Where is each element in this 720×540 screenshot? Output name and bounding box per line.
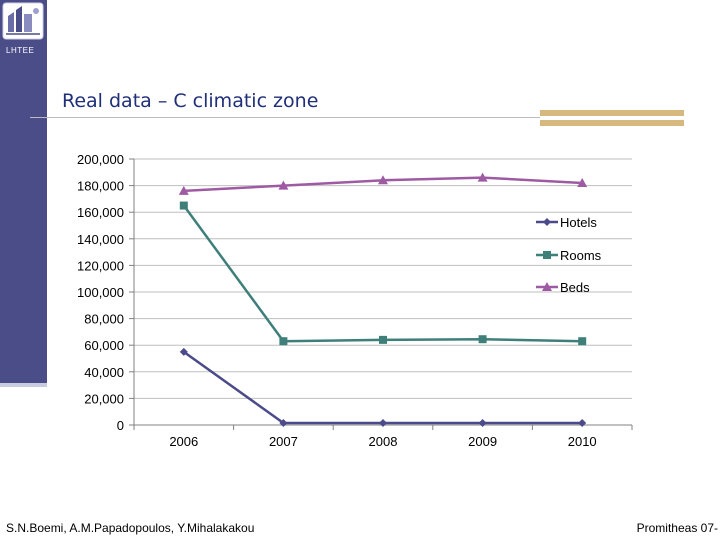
lab-name: LHTEE	[6, 46, 35, 55]
y-tick-label: 80,000	[84, 312, 124, 327]
data-point-rooms	[179, 201, 188, 210]
legend-marker-beds	[542, 282, 552, 291]
y-tick-label: 200,000	[77, 152, 124, 167]
data-point-beds	[278, 180, 289, 190]
series-line-rooms	[182, 204, 583, 343]
sidebar-shadow	[0, 383, 47, 387]
y-tick-labels: 0 20,000 40,000 60,000 80,000 100,000 120,000 1…	[77, 152, 124, 433]
data-point-beds	[178, 185, 189, 195]
x-tick-label: 2009	[468, 434, 497, 449]
legend-marker-hotels	[543, 218, 551, 226]
data-point-hotels	[279, 419, 288, 428]
x-tick-label: 2010	[568, 434, 597, 449]
legend-label-hotels: Hotels	[560, 215, 597, 230]
data-point-hotels	[379, 419, 387, 428]
x-tick-label: 2007	[269, 434, 298, 449]
data-point-beds	[477, 172, 488, 182]
footer-authors: S.N.Boemi, A.M.Papadopoulos, Y.Mihalakak…	[6, 521, 255, 535]
data-point-rooms	[578, 337, 587, 346]
title-divider	[30, 117, 540, 118]
data-point-rooms	[279, 337, 288, 346]
chart-gridlines	[134, 158, 632, 399]
x-tick-labels: 2006 2007 2008 2009 2010	[169, 434, 596, 449]
y-tick-label: 100,000	[77, 285, 124, 300]
data-point-hotels	[478, 419, 487, 428]
y-tick-label: 20,000	[84, 391, 124, 406]
y-tick-label: 0	[117, 418, 124, 433]
chart-series	[178, 172, 588, 428]
data-point-rooms	[478, 335, 487, 344]
accent-bar-bottom	[540, 120, 684, 126]
lab-logo-icon	[2, 2, 44, 40]
legend-label-beds: Beds	[560, 280, 590, 295]
legend-label-rooms: Rooms	[560, 248, 602, 263]
y-tick-label: 60,000	[84, 338, 124, 353]
data-point-hotels	[179, 347, 188, 356]
y-tick-label: 180,000	[77, 179, 124, 194]
legend-marker-rooms	[543, 251, 551, 259]
y-tick-label: 160,000	[77, 205, 124, 220]
x-tick-label: 2006	[169, 434, 198, 449]
data-point-beds	[378, 175, 388, 185]
page-title: Real data – C climatic zone	[62, 90, 319, 112]
sidebar-band: LHTEE	[0, 0, 47, 383]
accent-bar-top	[540, 110, 684, 116]
series-line-hotels	[183, 350, 583, 425]
chart-legend: Hotels Rooms Beds	[536, 215, 602, 295]
y-tick-label: 40,000	[84, 365, 124, 380]
data-point-beds	[577, 177, 588, 187]
chart-axes	[129, 158, 633, 430]
x-tick-label: 2008	[369, 434, 398, 449]
data-point-hotels	[578, 419, 587, 428]
y-tick-label: 140,000	[77, 232, 124, 247]
y-tick-label: 120,000	[77, 258, 124, 273]
footer-event: Promitheas 07-	[636, 521, 718, 535]
data-point-rooms	[379, 335, 387, 344]
